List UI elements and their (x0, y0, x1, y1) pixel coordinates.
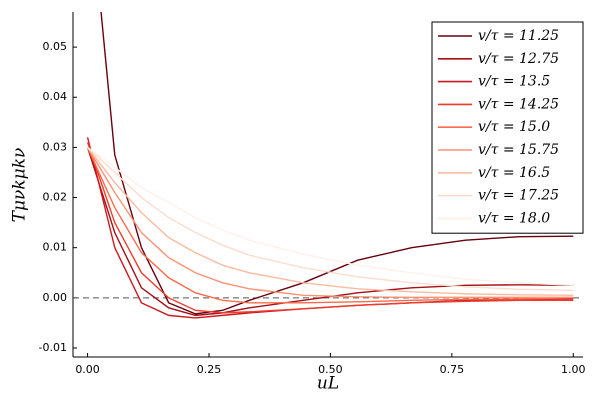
series-line (86, 147, 574, 304)
x-axis-label: uL (317, 374, 339, 394)
y-tick-label: 0.04 (43, 90, 68, 103)
plot-area (73, 12, 583, 319)
y-tick-label: 0.00 (43, 291, 68, 304)
legend-label: v/τ = 14.25 (478, 96, 559, 112)
y-axis-label: Tμνkμkν (10, 148, 30, 223)
x-tick-label: 0.50 (318, 363, 343, 376)
legend-label: v/τ = 17.25 (478, 188, 559, 204)
legend-label: v/τ = 16.5 (478, 165, 550, 181)
series-line (86, 147, 574, 299)
x-tick-label: 0.00 (75, 363, 100, 376)
series-line (87, 146, 574, 297)
y-tick-label: 0.02 (43, 191, 68, 204)
y-tick-label: -0.01 (39, 341, 67, 354)
y-tick-label: 0.03 (43, 140, 68, 153)
series-line (86, 137, 574, 319)
x-tick-label: 0.75 (440, 363, 465, 376)
series-line (86, 142, 574, 314)
y-tick-label: 0.01 (43, 241, 68, 254)
series-line (100, 12, 574, 315)
legend-label: v/τ = 12.75 (478, 51, 559, 67)
series-line (87, 146, 574, 292)
series-line (86, 147, 574, 317)
series-line (87, 146, 574, 286)
x-tick-label: 1.00 (561, 363, 586, 376)
legend-label: v/τ = 18.0 (478, 210, 550, 226)
x-tick-label: 0.25 (197, 363, 222, 376)
legend-label: v/τ = 11.25 (478, 28, 559, 44)
legend-label: v/τ = 15.75 (478, 142, 559, 158)
legend-label: v/τ = 13.5 (478, 74, 550, 90)
legend-label: v/τ = 15.0 (478, 119, 550, 135)
y-tick-label: 0.05 (43, 40, 68, 53)
